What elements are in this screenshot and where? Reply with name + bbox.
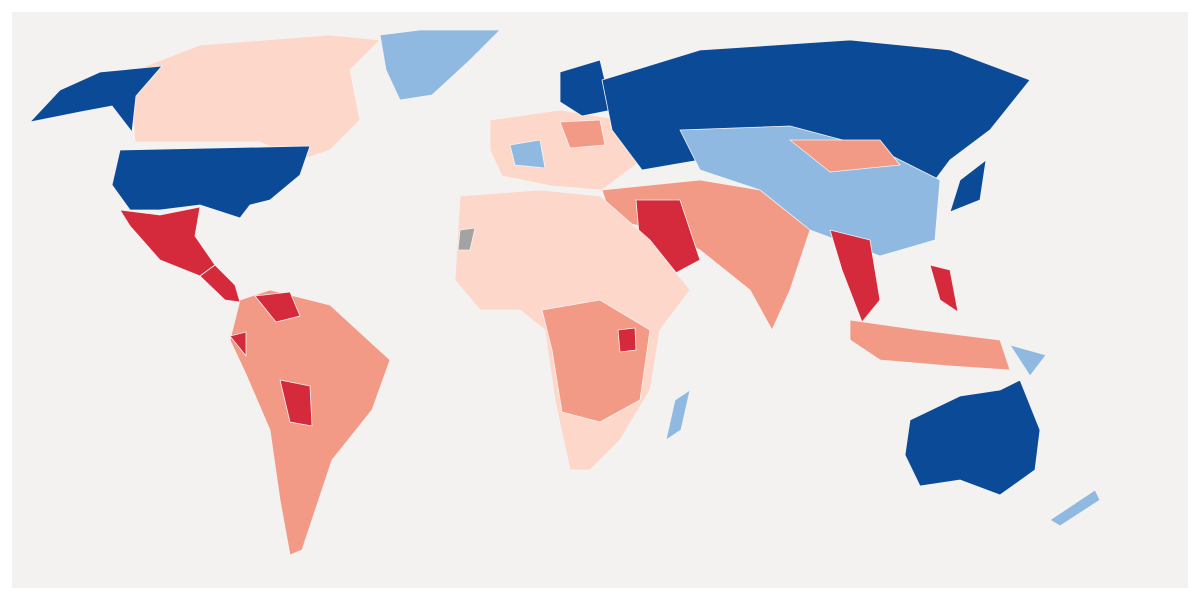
- alaska: [29, 65, 163, 133]
- southeast-asia: [829, 229, 881, 323]
- scandinavia: [559, 59, 613, 117]
- canada: [129, 34, 381, 161]
- countries: [29, 29, 1101, 556]
- philippines: [929, 264, 959, 313]
- japan: [949, 159, 987, 213]
- papua-new-guinea: [1009, 344, 1047, 377]
- bolivia: [279, 379, 313, 427]
- australia: [904, 379, 1041, 496]
- uganda: [617, 327, 637, 353]
- france: [509, 139, 546, 169]
- western-sahara: [457, 227, 476, 251]
- venezuela: [254, 291, 301, 323]
- ecuador: [229, 331, 247, 357]
- usa: [111, 145, 311, 219]
- poland: [559, 119, 606, 149]
- new-zealand: [1049, 489, 1101, 527]
- indonesia: [849, 319, 1011, 371]
- greenland: [379, 29, 501, 101]
- central-america: [199, 264, 241, 303]
- madagascar: [665, 389, 691, 441]
- mongolia: [789, 139, 901, 173]
